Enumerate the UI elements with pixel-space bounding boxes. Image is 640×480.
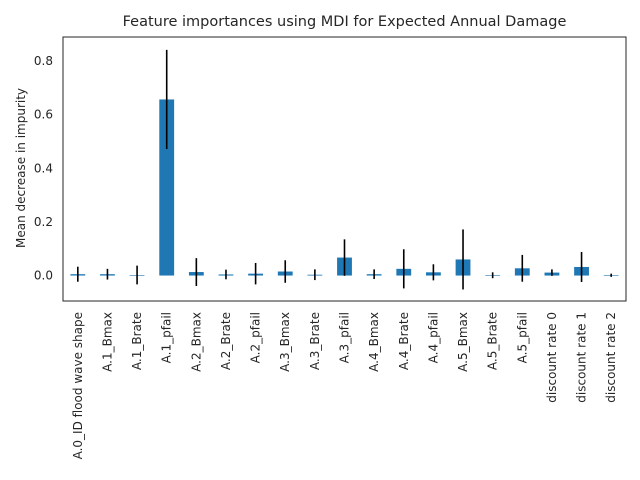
bar — [159, 99, 175, 276]
x-tick-label: A.0_ID flood wave shape — [71, 312, 85, 459]
x-tick-label: A.2_pfail — [249, 312, 263, 363]
y-tick-label: 0.6 — [34, 108, 53, 122]
x-tick-label: A.1_Brate — [130, 312, 144, 370]
y-axis-label: Mean decrease in impurity — [14, 88, 28, 248]
x-tick-label: A.4_Brate — [397, 312, 411, 370]
x-tick-label: A.5_Brate — [486, 312, 500, 370]
x-tick-label: A.5_pfail — [515, 312, 529, 363]
y-tick-label: 0.0 — [34, 269, 53, 283]
plot-area: 0.0 0.2 0.4 0.6 0.8 A.0_ID flood wave shape A.… — [34, 49, 619, 459]
x-tick-label: A.1_pfail — [160, 312, 174, 363]
x-tick-label: discount rate 1 — [575, 312, 589, 403]
x-tick-label: A.3_pfail — [338, 312, 352, 363]
chart-title: Feature importances using MDI for Expect… — [123, 14, 567, 30]
y-tick-label: 0.2 — [34, 215, 53, 229]
x-tick-label: A.2_Bmax — [189, 312, 203, 372]
x-tick-label: discount rate 0 — [545, 312, 559, 403]
x-tick-label: A.4_pfail — [426, 312, 440, 363]
x-tick-label: A.4_Bmax — [367, 312, 381, 372]
y-tick-label: 0.8 — [34, 54, 53, 68]
y-tick-label: 0.4 — [34, 161, 53, 175]
x-tick-label: A.3_Brate — [308, 312, 322, 370]
x-tick-label: A.2_Brate — [219, 312, 233, 370]
x-tick-label: discount rate 2 — [604, 312, 618, 403]
x-tick-label: A.1_Bmax — [100, 312, 114, 372]
x-tick-label: A.5_Bmax — [456, 312, 470, 372]
plot-frame — [62, 36, 627, 302]
x-tick-label: A.3_Bmax — [278, 312, 292, 372]
